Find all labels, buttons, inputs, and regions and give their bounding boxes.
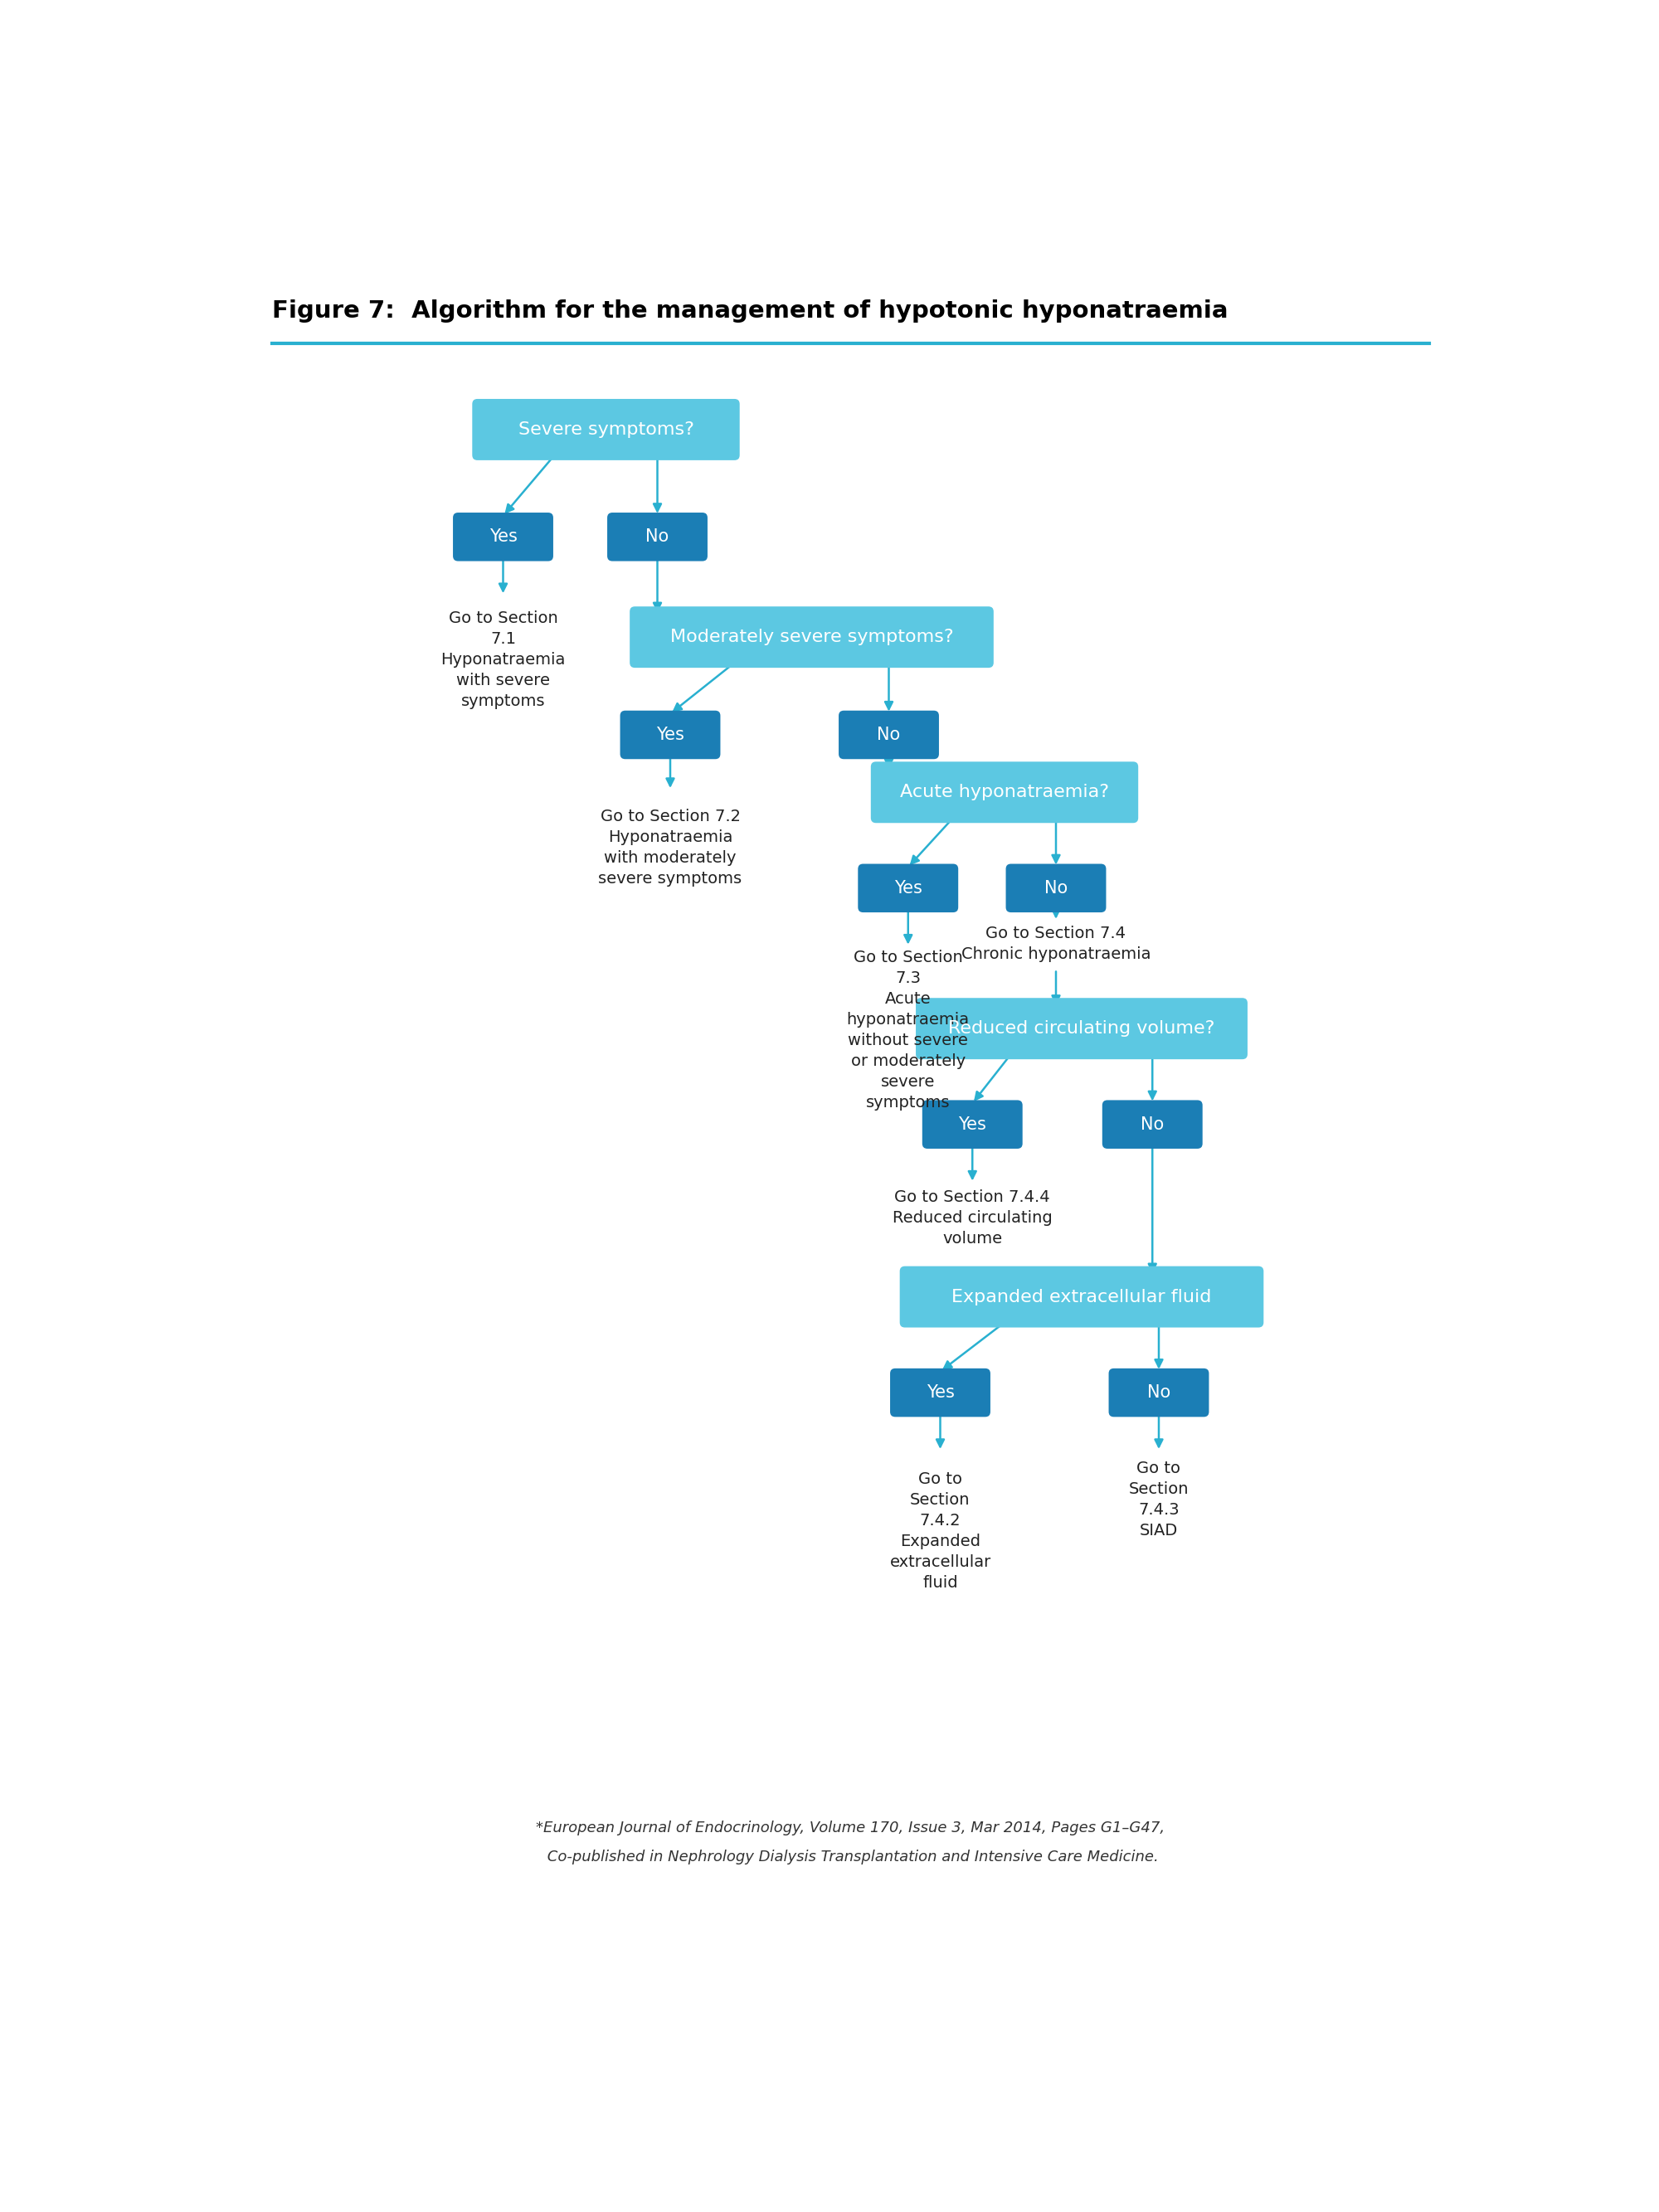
Text: Co-published in Nephrology Dialysis Transplantation and Intensive Care Medicine.: Co-published in Nephrology Dialysis Tran… [542, 1849, 1158, 1865]
FancyBboxPatch shape [1108, 1369, 1209, 1418]
FancyBboxPatch shape [1102, 1099, 1203, 1148]
Text: Yes: Yes [926, 1385, 954, 1400]
Text: Go to
Section
7.4.3
SIAD: Go to Section 7.4.3 SIAD [1128, 1460, 1190, 1537]
Text: No: No [1146, 1385, 1171, 1400]
FancyBboxPatch shape [453, 513, 552, 562]
Text: Yes: Yes [489, 529, 518, 544]
FancyBboxPatch shape [1005, 865, 1107, 911]
Text: No: No [878, 726, 901, 743]
FancyBboxPatch shape [858, 865, 959, 911]
FancyBboxPatch shape [922, 1099, 1022, 1148]
Text: Go to Section 7.2
Hyponatraemia
with moderately
severe symptoms: Go to Section 7.2 Hyponatraemia with mod… [599, 810, 742, 887]
Text: Acute hyponatraemia?: Acute hyponatraemia? [899, 783, 1108, 801]
Text: Moderately severe symptoms?: Moderately severe symptoms? [670, 628, 954, 646]
FancyBboxPatch shape [607, 513, 707, 562]
Text: Yes: Yes [657, 726, 684, 743]
Text: Go to Section
7.1
Hyponatraemia
with severe
symptoms: Go to Section 7.1 Hyponatraemia with sev… [441, 611, 566, 708]
FancyBboxPatch shape [871, 761, 1138, 823]
Text: Go to
Section
7.4.2
Expanded
extracellular
fluid: Go to Section 7.4.2 Expanded extracellul… [889, 1471, 990, 1590]
Text: No: No [1141, 1117, 1165, 1133]
FancyBboxPatch shape [891, 1369, 990, 1418]
Text: Go to Section
7.3
Acute
hyponatraemia
without severe
or moderately
severe
sympto: Go to Section 7.3 Acute hyponatraemia wi… [846, 949, 969, 1110]
Text: No: No [645, 529, 669, 544]
Text: No: No [1044, 880, 1068, 896]
Text: Yes: Yes [959, 1117, 987, 1133]
FancyBboxPatch shape [473, 398, 740, 460]
Text: Severe symptoms?: Severe symptoms? [518, 420, 693, 438]
Text: Figure 7:  Algorithm for the management of hypotonic hyponatraemia: Figure 7: Algorithm for the management o… [272, 301, 1228, 323]
FancyBboxPatch shape [630, 606, 994, 668]
FancyBboxPatch shape [916, 998, 1248, 1060]
Text: *European Journal of Endocrinology, Volume 170, Issue 3, Mar 2014, Pages G1–G47,: *European Journal of Endocrinology, Volu… [536, 1820, 1165, 1836]
FancyBboxPatch shape [839, 710, 939, 759]
Text: Yes: Yes [894, 880, 922, 896]
Text: Go to Section 7.4
Chronic hyponatraemia: Go to Section 7.4 Chronic hyponatraemia [961, 925, 1151, 962]
FancyBboxPatch shape [899, 1265, 1264, 1327]
Text: Reduced circulating volume?: Reduced circulating volume? [949, 1020, 1214, 1037]
Text: Expanded extracellular fluid: Expanded extracellular fluid [952, 1290, 1211, 1305]
FancyBboxPatch shape [620, 710, 720, 759]
Text: Go to Section 7.4.4
Reduced circulating
volume: Go to Section 7.4.4 Reduced circulating … [893, 1190, 1052, 1248]
